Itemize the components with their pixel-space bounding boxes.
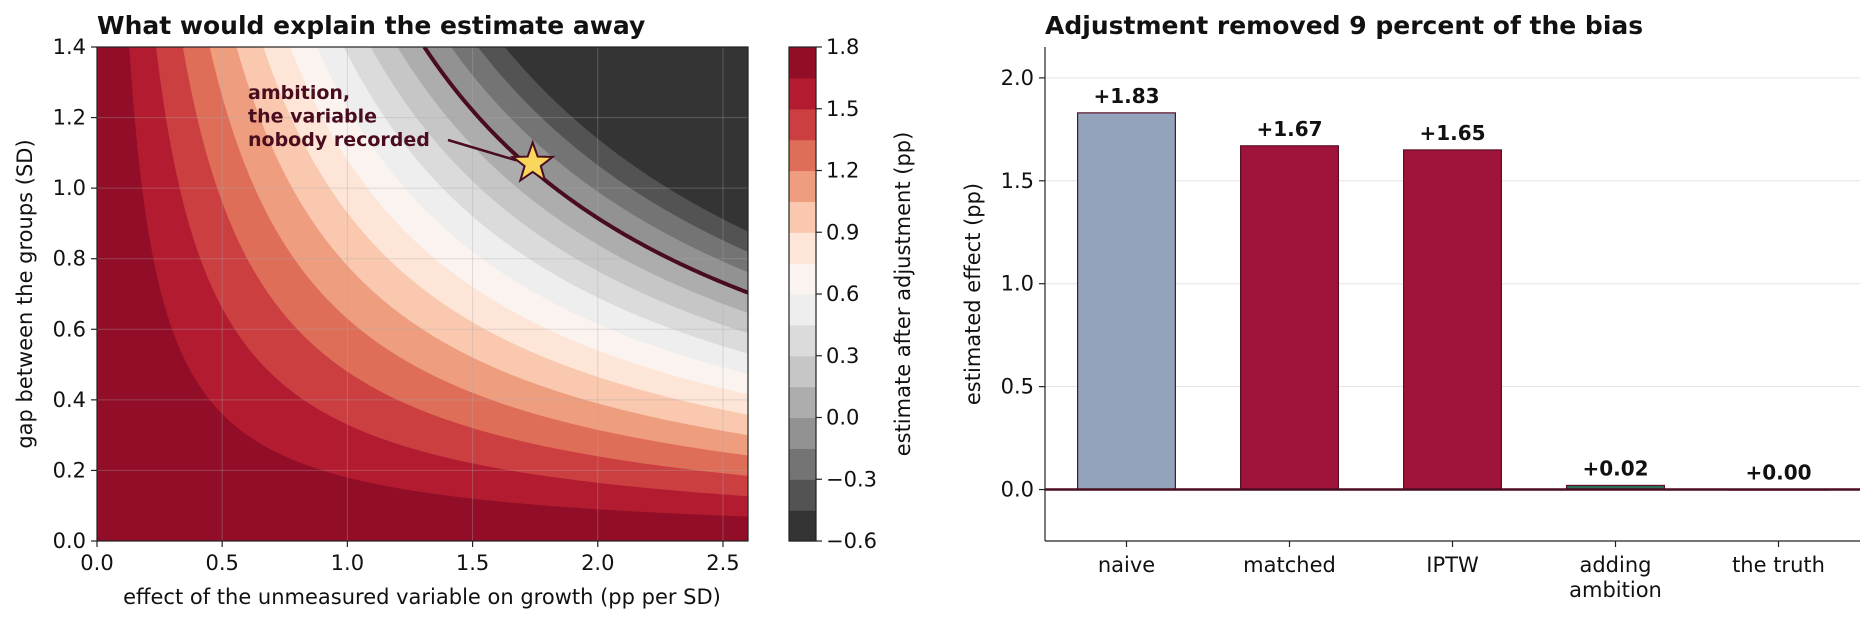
zero-contour-group xyxy=(422,47,748,295)
bar-value-label-1: +1.67 xyxy=(1256,117,1322,141)
colorbar: 1.8 1.5 1.2 0.9 0.6 0.3 0.0 −0.3 −0.6 estimate a… xyxy=(788,35,915,553)
colorbar-band-2 xyxy=(789,448,816,480)
colorbar-tick-label-1: 1.5 xyxy=(826,97,859,121)
y-tick-label-1: 0.2 xyxy=(53,458,86,482)
x-tick-label-2: 1.0 xyxy=(331,551,364,575)
y-tick-label-5: 1.0 xyxy=(53,176,86,200)
colorbar-band-9 xyxy=(789,232,816,264)
colorbar-band-4 xyxy=(789,386,816,419)
sensitivity-y-label: gap between the groups (SD) xyxy=(13,139,37,448)
contour-level-1 xyxy=(504,47,748,232)
y-tick-label-4: 0.8 xyxy=(53,247,86,271)
sensitivity-title: What would explain the estimate away xyxy=(97,11,645,40)
colorbar-tick-label-3: 0.9 xyxy=(826,220,859,244)
annotation-line-0: ambition, xyxy=(248,82,350,104)
colorbar-band-13 xyxy=(789,108,816,141)
bar-0 xyxy=(1076,112,1176,491)
colorbar-tick-label-6: 0.0 xyxy=(826,406,859,430)
bar-category-label-3-0: adding xyxy=(1579,553,1651,577)
colorbar-band-12 xyxy=(789,139,816,172)
bar-category-label-4-0: the truth xyxy=(1732,553,1825,577)
bar-y-label: estimated effect (pp) xyxy=(961,183,985,405)
y-tick-label-2: 0.4 xyxy=(53,388,86,412)
x-tick-label-0: 0.0 xyxy=(80,551,113,575)
sensitivity-panel: What would explain the estimate away amb… xyxy=(13,11,749,609)
bar-category-label-1-0: matched xyxy=(1243,553,1336,577)
y-tick-label-7: 1.4 xyxy=(53,35,86,59)
bar-category-label-0-0: naive xyxy=(1098,553,1155,577)
bar-category-label-3-1: ambition xyxy=(1569,578,1662,602)
bar-y-tick-label-2: 1.0 xyxy=(1001,272,1034,296)
bar-value-label-4: +0.00 xyxy=(1745,461,1811,485)
colorbar-band-7 xyxy=(789,294,816,326)
sensitivity-axes: 0.0 0.5 1.0 1.5 2.0 2.5 0.0 0.2 0.4 0.6 0.8 1.0 1.2 1… xyxy=(53,35,749,575)
x-tick-label-1: 0.5 xyxy=(205,551,238,575)
colorbar-band-1 xyxy=(789,479,816,511)
colorbar-tick-label-2: 1.2 xyxy=(826,159,859,183)
bar-title: Adjustment removed 9 percent of the bias xyxy=(1045,11,1643,40)
colorbar-band-3 xyxy=(789,417,816,449)
bar-category-label-2-0: IPTW xyxy=(1426,553,1479,577)
x-tick-label-4: 2.0 xyxy=(581,551,614,575)
colorbar-band-10 xyxy=(789,201,816,233)
zero-contour-line xyxy=(422,47,748,295)
sensitivity-frame xyxy=(96,46,749,542)
annotation-arrow xyxy=(447,138,518,162)
annotation-line-2: nobody recorded xyxy=(248,129,430,151)
colorbar-tick-label-7: −0.3 xyxy=(826,467,877,491)
x-tick-label-5: 2.5 xyxy=(706,551,739,575)
y-tick-label-0: 0.0 xyxy=(53,529,86,553)
y-tick-label-6: 1.2 xyxy=(53,106,86,130)
sensitivity-x-label: effect of the unmeasured variable on gro… xyxy=(123,585,721,609)
x-tick-label-3: 1.5 xyxy=(456,551,489,575)
ambition-star-marker xyxy=(509,139,556,183)
colorbar-band-14 xyxy=(789,77,816,110)
colorbar-tick-label-0: 1.8 xyxy=(826,35,859,59)
colorbar-band-8 xyxy=(789,263,816,295)
y-tick-label-3: 0.6 xyxy=(53,317,86,341)
colorbar-band-15 xyxy=(789,47,816,79)
bar-y-tick-label-4: 2.0 xyxy=(1001,66,1034,90)
bar-value-label-3: +0.02 xyxy=(1582,456,1648,480)
colorbar-tick-label-8: −0.6 xyxy=(826,529,877,553)
colorbar-band-6 xyxy=(789,324,816,357)
bar-y-tick-label-1: 0.5 xyxy=(1001,375,1034,399)
annotation-line-1: the variable xyxy=(248,106,377,128)
colorbar-band-5 xyxy=(789,355,816,388)
bar-y-tick-label-0: 0.0 xyxy=(1001,478,1034,502)
bar-panel: Adjustment removed 9 percent of the bias… xyxy=(961,11,1860,602)
bar-value-label-0: +1.83 xyxy=(1093,84,1159,108)
bar-value-label-2: +1.65 xyxy=(1419,121,1485,145)
colorbar-label: estimate after adjustment (pp) xyxy=(891,132,915,457)
bar-marks: +1.83 naive +1.67 matched +1.65 IPTW +0.02 addi… xyxy=(1001,47,1860,602)
colorbar-band-0 xyxy=(789,510,816,542)
bar-2 xyxy=(1402,149,1502,491)
colorbar-band-11 xyxy=(789,170,816,202)
colorbar-tick-label-4: 0.6 xyxy=(826,282,859,306)
bar-1 xyxy=(1239,145,1339,491)
bar-y-tick-label-3: 1.5 xyxy=(1001,169,1034,193)
colorbar-tick-label-5: 0.3 xyxy=(826,344,859,368)
sensitivity-contour-fills xyxy=(97,47,748,541)
sensitivity-grid xyxy=(97,47,748,541)
